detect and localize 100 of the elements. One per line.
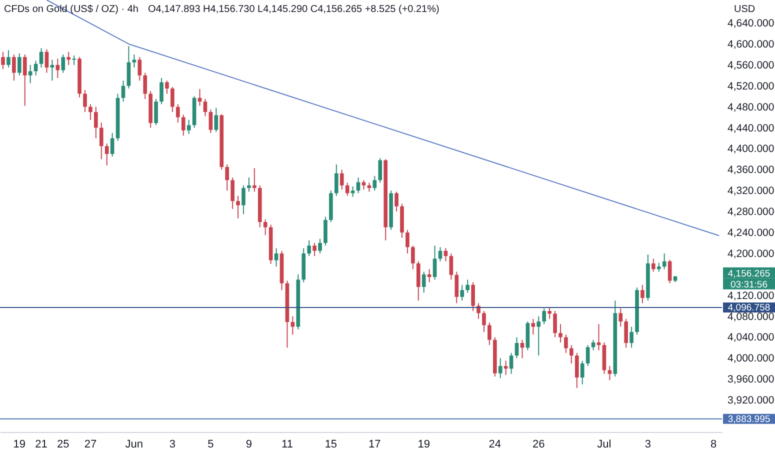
candlestick xyxy=(44,48,49,74)
candlestick xyxy=(574,352,579,389)
y-tick-label: 3,960.000 xyxy=(728,374,774,386)
candlestick xyxy=(460,284,464,302)
candlestick xyxy=(411,245,415,270)
candlestick xyxy=(378,158,382,184)
candlestick xyxy=(208,108,213,134)
x-tick-label: 19 xyxy=(418,438,430,450)
candlestick xyxy=(247,177,251,192)
candlestick xyxy=(1,51,5,70)
y-tick-label: 4,120.000 xyxy=(728,290,774,302)
candlestick xyxy=(553,310,557,338)
candlestick xyxy=(236,195,240,219)
candlestick xyxy=(126,46,131,89)
y-tick-label: 4,200.000 xyxy=(728,248,774,260)
y-tick-label: 4,440.000 xyxy=(728,122,774,134)
candlestick xyxy=(394,191,398,212)
candlestick xyxy=(312,242,316,257)
candlestick xyxy=(466,279,470,294)
x-tick-label: 3 xyxy=(169,438,176,450)
candlestick xyxy=(22,54,27,106)
x-tick-label: Jul xyxy=(597,438,612,450)
candlestick xyxy=(138,56,142,82)
ref-line-label: 4,096.758 xyxy=(728,302,770,314)
x-tick-label: 21 xyxy=(35,438,48,450)
candlestick xyxy=(548,307,552,320)
y-tick-label: 4,520.000 xyxy=(728,80,774,92)
candlestick xyxy=(372,175,377,192)
candlestick xyxy=(318,238,322,254)
annotation: O4,147.893 H4,156.730 L4,145.290 C4,156.265 +8.525 (+0.21%) xyxy=(148,4,440,15)
candlestick xyxy=(432,245,437,280)
candlestick xyxy=(110,132,114,158)
x-tick-label: 15 xyxy=(324,438,338,450)
x-tick-label: 25 xyxy=(57,438,70,450)
candlestick xyxy=(624,318,628,348)
y-tick-label: 4,280.000 xyxy=(728,206,774,218)
candlestick xyxy=(121,80,126,102)
x-tick-label: 26 xyxy=(532,438,545,450)
candlestick xyxy=(17,52,22,76)
y-tick-label: 4,400.000 xyxy=(728,143,774,156)
candlestick xyxy=(242,184,246,215)
x-tick-label: Jun xyxy=(125,438,144,450)
candlestick xyxy=(230,177,234,210)
candlestick xyxy=(334,164,338,196)
candlestick xyxy=(454,271,459,304)
x-tick-label: 8 xyxy=(710,438,717,450)
candlestick xyxy=(181,114,186,136)
y-tick-label: 4,320.000 xyxy=(728,185,774,198)
candlestick xyxy=(104,142,109,166)
candlestick xyxy=(225,164,230,192)
candlestick xyxy=(6,50,10,68)
y-tick-label: 4,560.000 xyxy=(728,59,774,72)
candlestick xyxy=(324,216,328,246)
candlestick xyxy=(514,336,519,359)
candlestick xyxy=(542,308,546,325)
candlestick xyxy=(56,58,60,79)
candlestick xyxy=(580,360,584,385)
candlestick xyxy=(488,322,492,346)
candlestick xyxy=(186,119,191,135)
candlestick xyxy=(214,107,218,132)
x-tick-label: 5 xyxy=(208,438,214,450)
candlestick xyxy=(449,252,454,280)
candlestick xyxy=(12,54,16,82)
x-tick-label: 24 xyxy=(488,438,502,450)
chart-title: CFDs on Gold (US$ / OZ) · 4h xyxy=(4,4,138,15)
candlestick xyxy=(203,98,208,117)
candlestick xyxy=(651,258,656,272)
candlestick xyxy=(422,271,426,294)
y-tick-label: 3,920.000 xyxy=(728,394,774,407)
candlestick xyxy=(471,282,475,312)
candlestick xyxy=(99,122,104,160)
x-tick-label: 17 xyxy=(368,438,381,450)
candlestick xyxy=(630,326,634,348)
ref-line-label: 3,883.995 xyxy=(728,414,770,425)
candlestick xyxy=(482,310,486,332)
candlestick xyxy=(94,106,98,139)
candlestick xyxy=(509,352,514,374)
candlestick xyxy=(564,334,568,354)
candlestick xyxy=(608,366,612,381)
y-tick-label: 4,480.000 xyxy=(728,101,774,114)
candlestick xyxy=(66,51,71,66)
candlestick xyxy=(570,344,574,364)
candlestick xyxy=(263,218,268,236)
candlestick xyxy=(160,78,164,105)
candlestick xyxy=(640,284,644,304)
text: 03:31:56 xyxy=(730,279,768,290)
candlestick xyxy=(61,54,66,74)
candlestick xyxy=(176,104,180,124)
y-tick-label: 4,080.000 xyxy=(728,310,774,323)
candlestick xyxy=(406,229,410,254)
y-tick-label: 4,600.000 xyxy=(728,38,774,50)
x-tick-label: 19 xyxy=(13,438,26,450)
x-tick-label: 3 xyxy=(644,438,652,450)
candlestick xyxy=(498,358,502,379)
candlestick xyxy=(252,168,256,192)
candlestick xyxy=(83,90,87,113)
candlestick xyxy=(170,86,174,113)
y-tick-label: 4,040.000 xyxy=(728,332,774,344)
candlestick xyxy=(39,48,44,68)
candlestick xyxy=(536,316,541,356)
